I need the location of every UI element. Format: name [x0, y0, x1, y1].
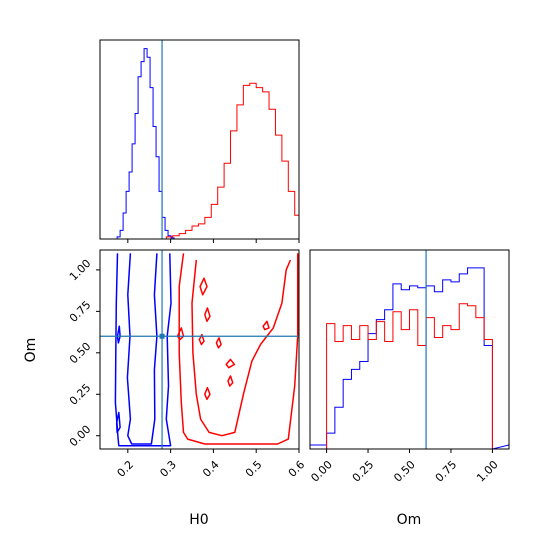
contour-9: [215, 337, 222, 349]
joint-xtick-label-1: 0.3: [157, 458, 179, 480]
h0-om-contour-panel: 0.2 0.3 0.4 0.5 0.6 0.00 0.25 0.50 0.75 1.00: [67, 249, 308, 480]
contour-lines: [114, 253, 299, 447]
contour-8: [204, 307, 211, 323]
h0-histogram-panel: [99, 39, 300, 243]
joint-ytick-label-3: 0.75: [67, 298, 94, 325]
om-hist-lines: [310, 267, 509, 449]
joint-xtick-label-2: 0.4: [200, 458, 222, 480]
contour-1: [126, 253, 158, 445]
contour-2: [116, 325, 121, 344]
contour-7: [176, 327, 185, 341]
x-axis-label-h0: H0: [189, 512, 208, 528]
om-hist-series-0: [310, 267, 509, 449]
h0-hist-series-0: [116, 48, 178, 239]
contour-0: [114, 253, 172, 447]
om-hist-series-1: [326, 303, 493, 449]
contour-11: [225, 358, 236, 369]
y-axis-label-om: Om: [23, 338, 39, 363]
om-hist-xtick-label-0: 0.00: [308, 458, 335, 485]
contour-12: [204, 386, 211, 401]
joint-ytick-label-0: 0.00: [67, 423, 94, 450]
om-hist-xtick-label-4: 1.00: [474, 458, 501, 485]
joint-truth-marker: [159, 333, 165, 339]
joint-xtick-label-0: 0.2: [115, 458, 137, 480]
joint-xtick-label-4: 0.6: [286, 458, 308, 480]
joint-ytick-label-1: 0.25: [67, 381, 94, 408]
contour-6: [199, 277, 208, 296]
h0-hist-series-1: [165, 82, 299, 239]
h0-hist-frame: [99, 39, 300, 240]
joint-xtick-label-3: 0.5: [243, 458, 265, 480]
contour-3: [115, 411, 121, 434]
contour-13: [227, 375, 234, 387]
contour-14: [262, 320, 270, 331]
om-hist-frame: [309, 249, 510, 450]
x-axis-label-om: Om: [397, 512, 422, 528]
om-hist-xtick-label-2: 0.50: [391, 458, 418, 485]
contour-5: [191, 259, 292, 437]
om-hist-xtick-label-1: 0.25: [350, 458, 377, 485]
contour-4: [178, 253, 299, 445]
h0-hist-lines: [116, 48, 299, 239]
om-hist-xtick-label-3: 0.75: [433, 458, 460, 485]
joint-ytick-label-2: 0.50: [67, 340, 94, 367]
joint-frame: [99, 249, 300, 450]
joint-ytick-label-4: 1.00: [67, 257, 94, 284]
contour-10: [198, 333, 205, 346]
om-histogram-panel: 0.00 0.25 0.50 0.75 1.00: [308, 249, 510, 485]
